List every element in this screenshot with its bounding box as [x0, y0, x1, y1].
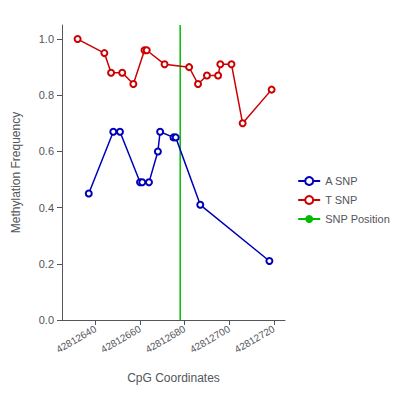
- svg-text:1.0: 1.0: [39, 33, 54, 45]
- svg-text:0.8: 0.8: [39, 89, 54, 101]
- svg-text:42812640: 42812640: [54, 323, 98, 355]
- svg-text:SNP Position: SNP Position: [325, 213, 390, 225]
- svg-text:0.0: 0.0: [39, 314, 54, 326]
- svg-text:42812700: 42812700: [188, 323, 232, 355]
- svg-text:Methylation Frequency: Methylation Frequency: [9, 112, 23, 233]
- svg-text:42812680: 42812680: [143, 323, 187, 355]
- svg-text:A SNP: A SNP: [325, 175, 357, 187]
- svg-text:42812660: 42812660: [99, 323, 143, 355]
- svg-text:0.6: 0.6: [39, 145, 54, 157]
- svg-text:0.2: 0.2: [39, 258, 54, 270]
- svg-text:CpG Coordinates: CpG Coordinates: [127, 371, 220, 385]
- svg-text:0.4: 0.4: [39, 202, 54, 214]
- svg-text:42812720: 42812720: [233, 323, 277, 355]
- svg-text:T SNP: T SNP: [325, 194, 357, 206]
